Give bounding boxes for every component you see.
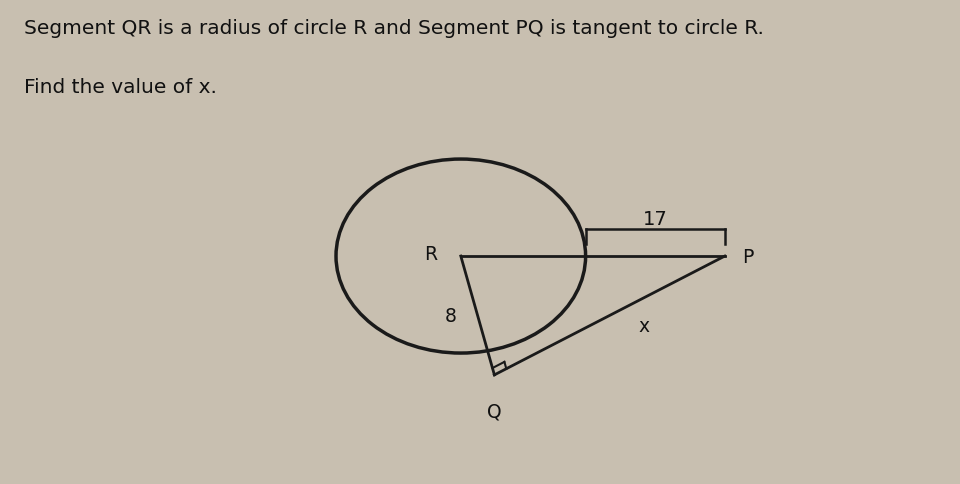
Text: P: P	[742, 247, 754, 266]
Text: Q: Q	[487, 402, 502, 421]
Text: Segment QR is a radius of circle R and Segment PQ is tangent to circle R.: Segment QR is a radius of circle R and S…	[24, 19, 764, 38]
Text: x: x	[638, 316, 650, 335]
Text: R: R	[423, 244, 437, 264]
Text: 17: 17	[643, 210, 667, 229]
Text: 8: 8	[444, 306, 457, 325]
Text: Find the value of x.: Find the value of x.	[24, 77, 217, 96]
